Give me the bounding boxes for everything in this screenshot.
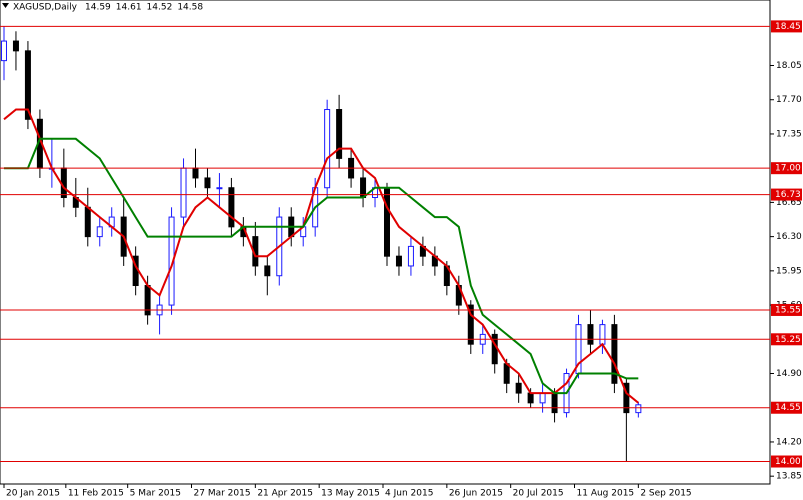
y-tick-label: 15.95 bbox=[776, 266, 802, 276]
x-tick-label: 21 Apr 2015 bbox=[257, 489, 313, 499]
level-label: 16.73 bbox=[775, 190, 801, 200]
level-label: 17.00 bbox=[775, 164, 801, 174]
x-tick-label: 11 Aug 2015 bbox=[577, 489, 635, 499]
level-label: 14.55 bbox=[775, 403, 801, 413]
x-tick-label: 27 Mar 2015 bbox=[194, 489, 251, 499]
candle-body bbox=[623, 382, 630, 414]
candle-body bbox=[204, 177, 211, 189]
level-label: 14.00 bbox=[775, 457, 801, 467]
x-tick-label: 20 Jul 2015 bbox=[513, 489, 564, 499]
candle-body bbox=[264, 265, 271, 277]
candle-body bbox=[192, 167, 199, 179]
candle-body bbox=[84, 206, 91, 238]
candle-body bbox=[515, 382, 522, 394]
y-tick-label: 16.30 bbox=[776, 232, 802, 242]
candle-body bbox=[551, 392, 558, 414]
level-label: 18.45 bbox=[775, 22, 801, 32]
y-tick-label: 17.35 bbox=[776, 129, 802, 139]
header-symbol: XAGUSD,Daily bbox=[13, 3, 78, 13]
level-label-box bbox=[771, 303, 802, 316]
y-tick-label: 14.90 bbox=[776, 369, 802, 379]
x-tick-label: 13 May 2015 bbox=[321, 489, 380, 499]
x-tick-label: 20 Jan 2015 bbox=[6, 489, 60, 499]
indicator-line bbox=[3, 108, 639, 404]
candle-body bbox=[383, 187, 390, 257]
y-tick-label: 16.65 bbox=[776, 198, 802, 208]
candle-body bbox=[324, 109, 331, 189]
candle-body bbox=[12, 40, 19, 52]
candle-body bbox=[407, 245, 414, 267]
header-quote: 14.52 bbox=[147, 3, 173, 13]
candle-body bbox=[395, 255, 402, 267]
candle-body bbox=[539, 392, 546, 404]
candle-body bbox=[180, 167, 187, 218]
level-label-box bbox=[771, 455, 802, 468]
level-label-box bbox=[771, 333, 802, 346]
candle-body bbox=[635, 404, 642, 414]
level-label-box bbox=[771, 162, 802, 175]
y-tick-label: 17.70 bbox=[776, 95, 802, 105]
candle-body bbox=[0, 40, 7, 62]
header-quote: 14.59 bbox=[85, 3, 111, 13]
candle-body bbox=[60, 167, 67, 199]
x-tick-label: 2 Sep 2015 bbox=[640, 489, 691, 499]
level-label: 15.55 bbox=[775, 305, 801, 315]
level-label-box bbox=[771, 401, 802, 414]
header-icon bbox=[2, 3, 9, 8]
y-tick-label: 13.85 bbox=[776, 472, 802, 482]
level-label-box bbox=[771, 188, 802, 201]
x-tick-label: 11 Feb 2015 bbox=[68, 489, 124, 499]
candle-body bbox=[336, 109, 343, 159]
candle-body bbox=[587, 324, 594, 345]
candle-body bbox=[503, 363, 510, 384]
candle-body bbox=[96, 226, 103, 238]
candle-body bbox=[228, 187, 235, 228]
candle-body bbox=[24, 50, 31, 120]
candle-body bbox=[611, 324, 618, 384]
x-tick-label: 5 Mar 2015 bbox=[130, 489, 181, 499]
candle-body bbox=[216, 187, 223, 190]
header-quote: 14.58 bbox=[177, 3, 203, 13]
level-label: 15.25 bbox=[775, 335, 801, 345]
x-tick-label: 26 Jun 2015 bbox=[449, 489, 503, 499]
candle-body bbox=[599, 324, 606, 345]
indicator-line bbox=[4, 137, 639, 395]
y-tick-label: 18.05 bbox=[776, 61, 802, 71]
x-tick-label: 4 Jun 2015 bbox=[385, 489, 433, 499]
y-tick-label: 14.20 bbox=[776, 437, 802, 447]
header-quote: 14.61 bbox=[116, 3, 142, 13]
candle-body bbox=[527, 392, 534, 404]
level-label-box bbox=[771, 20, 802, 33]
candle-body bbox=[467, 304, 474, 345]
